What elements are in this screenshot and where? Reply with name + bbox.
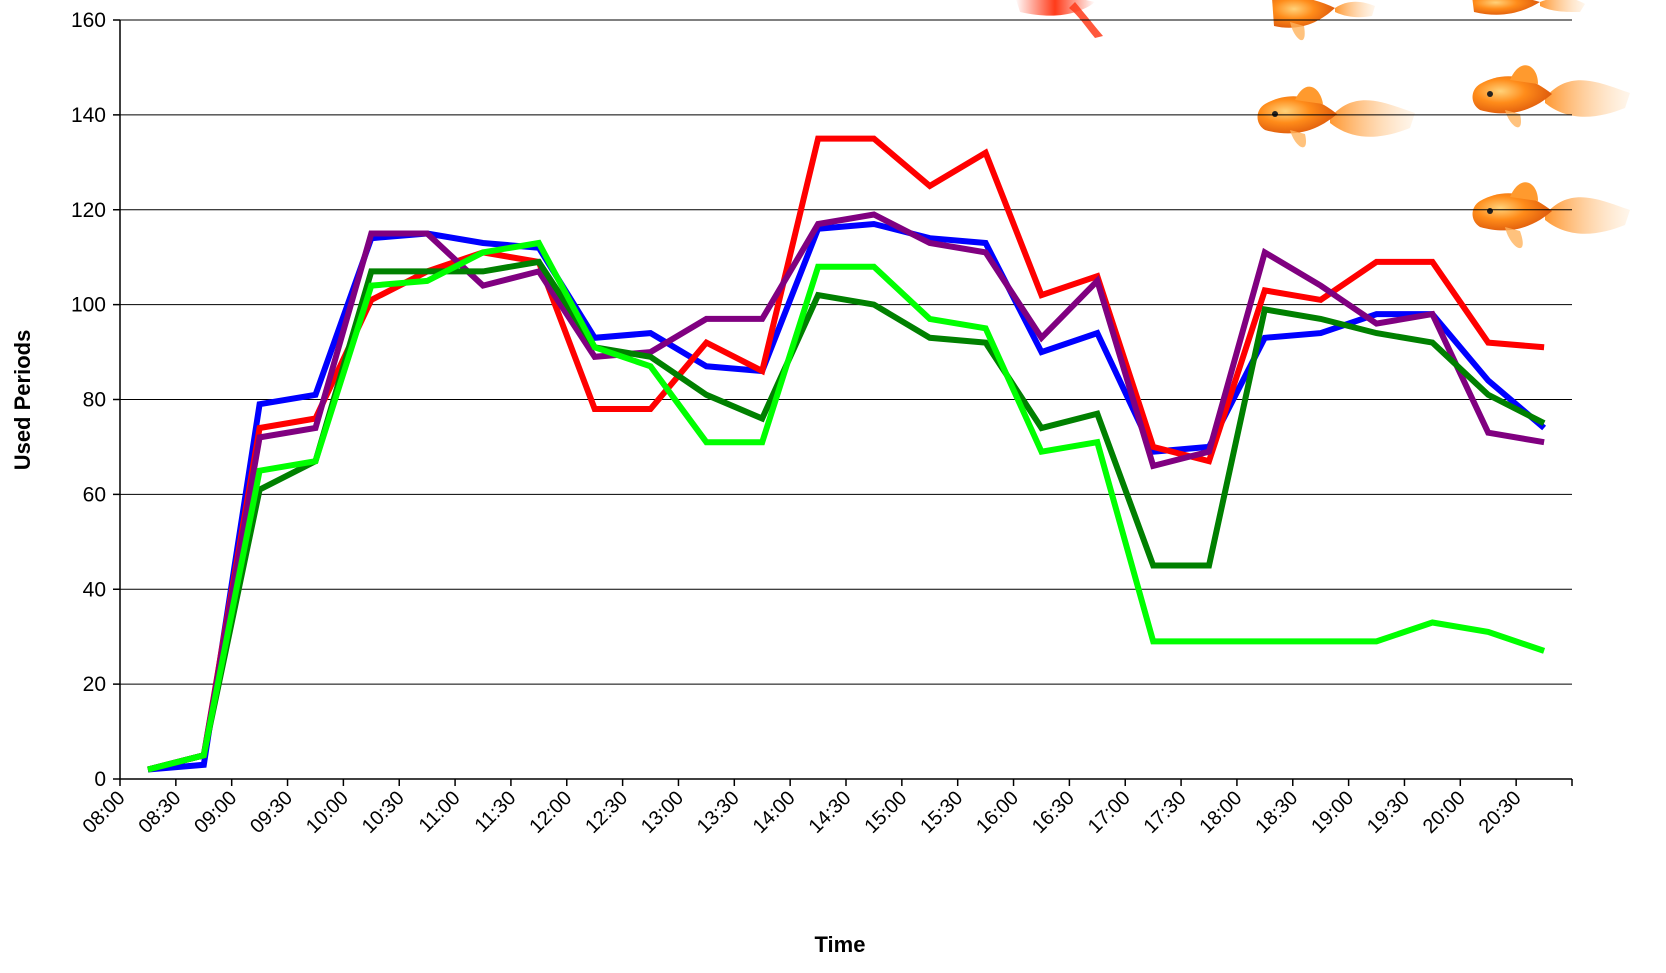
x-tick-label: 18:30 xyxy=(1251,787,1302,838)
series-line-4 xyxy=(147,258,1546,773)
series-line-5 xyxy=(147,239,1546,773)
x-tick-label: 09:00 xyxy=(190,787,241,838)
x-tick-label: 15:00 xyxy=(860,787,911,838)
y-tick-label: 100 xyxy=(71,294,106,317)
y-tick-label: 120 xyxy=(71,199,106,222)
goldfish-image xyxy=(1472,65,1630,128)
x-tick-label: 08:30 xyxy=(134,787,185,838)
x-tick-label: 12:00 xyxy=(525,787,576,838)
x-tick-label: 19:30 xyxy=(1363,787,1414,838)
x-tick-label: 18:00 xyxy=(1196,787,1247,838)
goldfish-decoration xyxy=(1016,0,1630,249)
x-tick-label: 11:00 xyxy=(415,787,465,837)
x-tick-label: 20:00 xyxy=(1419,787,1470,838)
x-tick-label: 20:30 xyxy=(1475,787,1526,838)
y-tick-label: 80 xyxy=(83,389,106,412)
y-tick-label: 0 xyxy=(94,768,106,791)
x-tick-label: 14:00 xyxy=(749,787,800,838)
y-tick-label: 140 xyxy=(71,104,106,127)
x-tick-labels: 08:00 08:30 09:00 09:30 10:00 10:30 11:00 11:30… xyxy=(79,787,1526,838)
x-tick-label: 16:30 xyxy=(1028,787,1079,838)
x-tick-label: 15:30 xyxy=(916,787,967,838)
goldfish-image xyxy=(1472,0,1585,15)
x-tick-label: 12:30 xyxy=(581,787,632,838)
goldfish-image xyxy=(1272,0,1375,41)
series-line-1 xyxy=(147,220,1547,773)
x-axis-title: Time xyxy=(815,932,866,957)
x-tick-label: 17:00 xyxy=(1084,787,1135,838)
goldfish-image xyxy=(1472,182,1630,249)
x-tick-label: 08:00 xyxy=(79,787,130,838)
series-line-2 xyxy=(147,135,1545,773)
x-tick-label: 13:30 xyxy=(693,787,744,838)
x-tick-label: 10:00 xyxy=(302,787,353,838)
y-tick-label: 20 xyxy=(83,673,106,696)
series-lines xyxy=(147,135,1547,773)
y-tick-label: 60 xyxy=(83,483,106,506)
x-tick-label: 09:30 xyxy=(246,787,297,838)
y-tick-label: 40 xyxy=(83,578,106,601)
series-line-3 xyxy=(147,211,1545,773)
x-tick-label: 17:30 xyxy=(1140,787,1191,838)
x-tick-label: 11:30 xyxy=(471,787,521,837)
y-tick-labels: 0 20 40 60 80 100 120 140 160 xyxy=(71,9,106,791)
goldfish-image xyxy=(1016,0,1103,38)
x-tick-label: 16:00 xyxy=(972,787,1023,838)
axes xyxy=(113,19,1573,786)
x-tick-label: 13:00 xyxy=(637,787,688,838)
x-tick-label: 14:30 xyxy=(805,787,856,838)
goldfish-image xyxy=(1257,86,1415,148)
x-tick-label: 10:30 xyxy=(358,787,409,838)
y-tick-label: 160 xyxy=(71,9,106,32)
y-axis-title: Used Periods xyxy=(10,330,35,471)
x-tick-label: 19:00 xyxy=(1307,787,1358,838)
